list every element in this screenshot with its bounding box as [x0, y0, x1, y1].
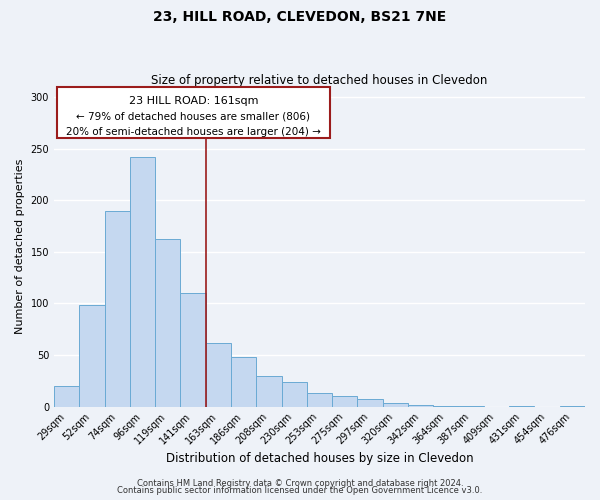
- Bar: [408, 404, 433, 406]
- Text: 20% of semi-detached houses are larger (204) →: 20% of semi-detached houses are larger (…: [66, 127, 321, 137]
- Text: Contains HM Land Registry data © Crown copyright and database right 2024.: Contains HM Land Registry data © Crown c…: [137, 478, 463, 488]
- Y-axis label: Number of detached properties: Number of detached properties: [15, 159, 25, 334]
- Text: ← 79% of detached houses are smaller (806): ← 79% of detached houses are smaller (80…: [76, 112, 310, 122]
- Bar: [104, 210, 130, 406]
- X-axis label: Distribution of detached houses by size in Clevedon: Distribution of detached houses by size …: [166, 452, 473, 465]
- FancyBboxPatch shape: [56, 87, 330, 138]
- Bar: [256, 376, 281, 406]
- Bar: [307, 393, 332, 406]
- Text: Contains public sector information licensed under the Open Government Licence v3: Contains public sector information licen…: [118, 486, 482, 495]
- Bar: [383, 404, 408, 406]
- Bar: [155, 238, 181, 406]
- Text: 23, HILL ROAD, CLEVEDON, BS21 7NE: 23, HILL ROAD, CLEVEDON, BS21 7NE: [154, 10, 446, 24]
- Title: Size of property relative to detached houses in Clevedon: Size of property relative to detached ho…: [151, 74, 488, 87]
- Bar: [231, 357, 256, 406]
- Bar: [281, 382, 307, 406]
- Text: 23 HILL ROAD: 161sqm: 23 HILL ROAD: 161sqm: [128, 96, 258, 106]
- Bar: [332, 396, 358, 406]
- Bar: [358, 400, 383, 406]
- Bar: [130, 157, 155, 406]
- Bar: [206, 342, 231, 406]
- Bar: [79, 304, 104, 406]
- Bar: [54, 386, 79, 406]
- Bar: [181, 293, 206, 406]
